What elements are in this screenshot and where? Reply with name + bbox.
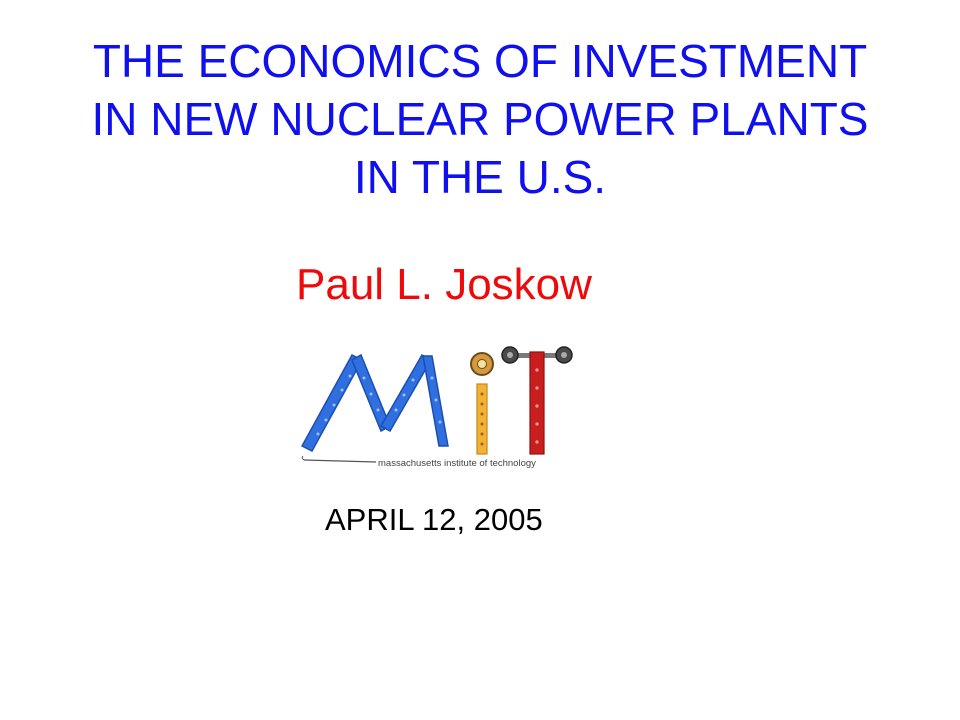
mit-logo: massachusetts institute of technology xyxy=(298,338,588,478)
mit-logo-graphic xyxy=(300,346,573,463)
presentation-date: APRIL 12, 2005 xyxy=(325,502,543,537)
title-line-1: THE ECONOMICS OF INVESTMENT xyxy=(92,35,868,87)
mit-logo-m-holes xyxy=(316,374,442,436)
mit-logo-t xyxy=(501,346,573,455)
mit-logo-m xyxy=(300,353,449,452)
title-line-3: IN THE U.S. xyxy=(353,151,607,203)
mit-logo-i xyxy=(470,352,494,455)
title-line-2: IN NEW NUCLEAR POWER PLANTS xyxy=(91,93,869,145)
slide-title: THE ECONOMICS OF INVESTMENT IN NEW NUCLE… xyxy=(0,32,960,206)
mit-logo-caption: massachusetts institute of technology xyxy=(378,458,536,469)
author-name: Paul L. Joskow xyxy=(296,260,592,309)
mit-logo-underline xyxy=(303,459,377,463)
